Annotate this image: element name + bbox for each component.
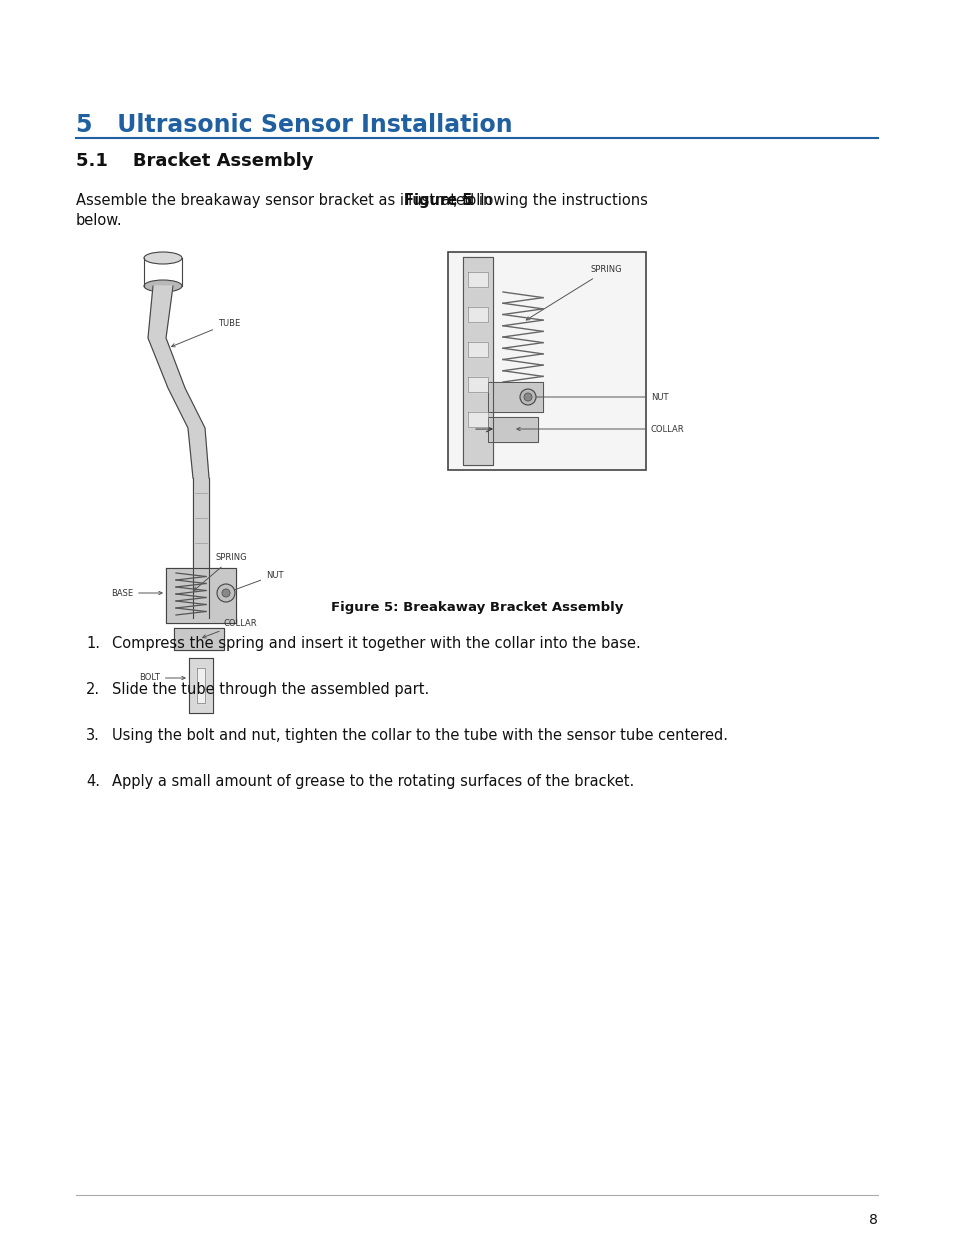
Polygon shape xyxy=(166,568,235,622)
Polygon shape xyxy=(173,629,224,650)
Circle shape xyxy=(523,393,532,401)
Polygon shape xyxy=(488,382,542,412)
Text: TUBE: TUBE xyxy=(172,319,240,347)
Text: below.: below. xyxy=(76,212,123,228)
Polygon shape xyxy=(189,658,213,713)
Polygon shape xyxy=(468,308,488,322)
Text: NUT: NUT xyxy=(230,571,283,592)
Text: 5.1    Bracket Assembly: 5.1 Bracket Assembly xyxy=(76,152,314,170)
Circle shape xyxy=(519,389,536,405)
Polygon shape xyxy=(468,412,488,427)
Text: 1.: 1. xyxy=(86,636,100,651)
Polygon shape xyxy=(468,272,488,287)
Text: BOLT: BOLT xyxy=(139,673,185,683)
Text: 5   Ultrasonic Sensor Installation: 5 Ultrasonic Sensor Installation xyxy=(76,112,512,137)
Polygon shape xyxy=(196,668,205,703)
Circle shape xyxy=(216,584,234,601)
Text: Slide the tube through the assembled part.: Slide the tube through the assembled par… xyxy=(112,682,429,697)
Ellipse shape xyxy=(144,252,182,264)
Polygon shape xyxy=(193,478,209,618)
Polygon shape xyxy=(148,287,209,478)
Bar xyxy=(448,252,645,471)
Text: COLLAR: COLLAR xyxy=(202,619,257,638)
Text: Apply a small amount of grease to the rotating surfaces of the bracket.: Apply a small amount of grease to the ro… xyxy=(112,774,634,789)
Text: Compress the spring and insert it together with the collar into the base.: Compress the spring and insert it togeth… xyxy=(112,636,640,651)
Polygon shape xyxy=(488,417,537,442)
Polygon shape xyxy=(468,377,488,391)
Text: Using the bolt and nut, tighten the collar to the tube with the sensor tube cent: Using the bolt and nut, tighten the coll… xyxy=(112,727,727,743)
Text: 8: 8 xyxy=(868,1213,877,1228)
Text: SPRING: SPRING xyxy=(193,553,248,590)
Circle shape xyxy=(222,589,230,597)
Polygon shape xyxy=(462,257,493,466)
Polygon shape xyxy=(468,342,488,357)
Text: Assemble the breakaway sensor bracket as illustrated in: Assemble the breakaway sensor bracket as… xyxy=(76,193,497,207)
Text: 2.: 2. xyxy=(86,682,100,697)
Text: BASE: BASE xyxy=(111,589,162,598)
Text: NUT: NUT xyxy=(532,393,668,401)
Text: 4.: 4. xyxy=(86,774,100,789)
Text: 3.: 3. xyxy=(86,727,100,743)
Text: , following the instructions: , following the instructions xyxy=(453,193,647,207)
Text: Figure 5: Breakaway Bracket Assembly: Figure 5: Breakaway Bracket Assembly xyxy=(331,601,622,614)
Text: Figure 5: Figure 5 xyxy=(403,193,472,207)
Ellipse shape xyxy=(144,280,182,291)
Text: SPRING: SPRING xyxy=(526,266,622,320)
Text: COLLAR: COLLAR xyxy=(517,425,684,433)
